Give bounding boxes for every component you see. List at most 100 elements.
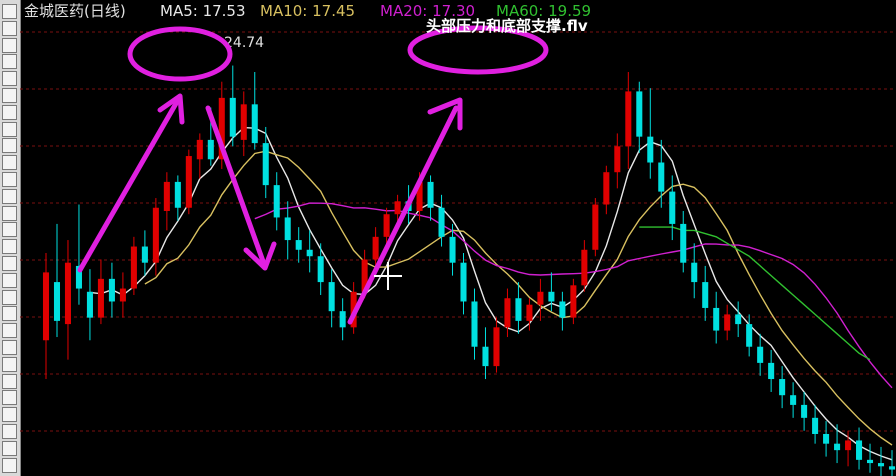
toolbar-icon[interactable] [2, 424, 17, 439]
candle [515, 282, 522, 334]
candle [691, 243, 698, 299]
toolbar-icon[interactable] [2, 272, 17, 288]
toolbar-icon[interactable] [2, 356, 17, 372]
candle-body-up [372, 236, 379, 260]
toolbar-icon[interactable] [2, 323, 17, 339]
high-price-label: 24.74 [224, 35, 264, 51]
candle [108, 262, 115, 318]
toolbar-icon[interactable] [2, 239, 17, 255]
candle-body-up [845, 440, 852, 451]
candle [713, 291, 720, 344]
candle-body-down [702, 282, 709, 308]
candle [581, 240, 588, 292]
candle [251, 72, 258, 150]
candle-body-up [218, 97, 225, 160]
candle [427, 175, 434, 221]
toolbar-icon[interactable] [2, 71, 17, 87]
toolbar-icon[interactable] [2, 256, 17, 271]
toolbar-icon[interactable] [2, 188, 17, 204]
candle-body-up [185, 156, 192, 208]
candle [119, 272, 126, 318]
candle-body-down [306, 249, 313, 257]
candle-body-down [779, 379, 786, 396]
circle-top-1 [127, 26, 233, 82]
candle [658, 139, 665, 208]
candle-body-down [174, 181, 181, 208]
candle-body-down [823, 433, 830, 444]
toolbar-icon[interactable] [2, 373, 17, 389]
toolbar-icon[interactable] [2, 54, 17, 70]
candle-body-up [724, 314, 731, 331]
candle-body-up [592, 204, 599, 250]
candle-body-down [790, 395, 797, 405]
candle [735, 301, 742, 338]
candle-body-up [196, 139, 203, 160]
toolbar-icon[interactable] [2, 20, 17, 36]
candle-body-down [559, 301, 566, 318]
candle-body-down [746, 324, 753, 347]
candle-body-up [394, 201, 401, 215]
candle [383, 207, 390, 247]
candle [240, 91, 247, 157]
toolbar-icon[interactable] [2, 457, 17, 473]
candle [262, 126, 269, 199]
candle [163, 172, 170, 231]
candle-body-down [877, 463, 885, 467]
candle [328, 269, 335, 328]
cursor-crosshair [374, 262, 402, 290]
candle [449, 223, 456, 276]
toolbar-icon[interactable] [2, 37, 17, 53]
video-filename: 头部压力和底部支撑.flv [426, 17, 588, 35]
candle [877, 446, 885, 476]
candle [647, 88, 654, 179]
toolbar-icon[interactable] [2, 104, 17, 120]
toolbar-icon[interactable] [2, 440, 17, 456]
candle-body-down [888, 466, 896, 470]
toolbar-icon[interactable] [2, 407, 17, 423]
chart-title: 金城医药(日线) [24, 2, 126, 20]
candle-body-down [108, 278, 115, 302]
candle-body-up [42, 272, 50, 341]
candle [680, 210, 687, 273]
candle [724, 304, 731, 341]
toolbar-icon[interactable] [2, 390, 17, 406]
toolbar-icon[interactable] [2, 205, 17, 221]
toolbar-icon[interactable] [2, 121, 17, 137]
candle [625, 72, 632, 169]
candle-body-down [713, 307, 720, 331]
toolbar-icon[interactable] [2, 340, 17, 355]
candle [372, 227, 379, 270]
candle [141, 230, 148, 276]
candle-body-down [284, 217, 291, 241]
candle [42, 253, 50, 380]
candle [97, 259, 104, 325]
candle [669, 175, 676, 241]
toolbar-icon[interactable] [2, 155, 17, 171]
candle-body-down [229, 97, 236, 137]
candle-body-down [735, 314, 742, 325]
candle-body-up [526, 304, 533, 321]
candle [152, 198, 159, 276]
candle-body-down [647, 136, 654, 163]
toolbar-icon[interactable] [2, 138, 17, 154]
candle [306, 230, 313, 273]
candle-body-up [537, 291, 544, 305]
candle-body-up [64, 262, 71, 325]
candle-body-down [482, 346, 489, 367]
candle [229, 65, 236, 147]
toolbar-icon[interactable] [2, 222, 17, 238]
candle [53, 223, 61, 338]
candle [812, 404, 819, 444]
candle-body-down [427, 181, 434, 208]
candle [779, 366, 786, 409]
toolbar-icon[interactable] [2, 88, 17, 103]
candle-body-up [130, 246, 137, 289]
toolbar-icon[interactable] [2, 306, 17, 322]
toolbar-icon[interactable] [2, 172, 17, 187]
candle-body-down [856, 440, 863, 460]
candle [526, 298, 533, 331]
toolbar-icon[interactable] [2, 289, 17, 305]
candle [823, 421, 830, 457]
toolbar-icon[interactable] [2, 4, 17, 19]
candle-body-down [812, 417, 819, 434]
